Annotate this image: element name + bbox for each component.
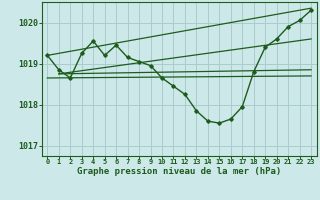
X-axis label: Graphe pression niveau de la mer (hPa): Graphe pression niveau de la mer (hPa) <box>77 167 281 176</box>
